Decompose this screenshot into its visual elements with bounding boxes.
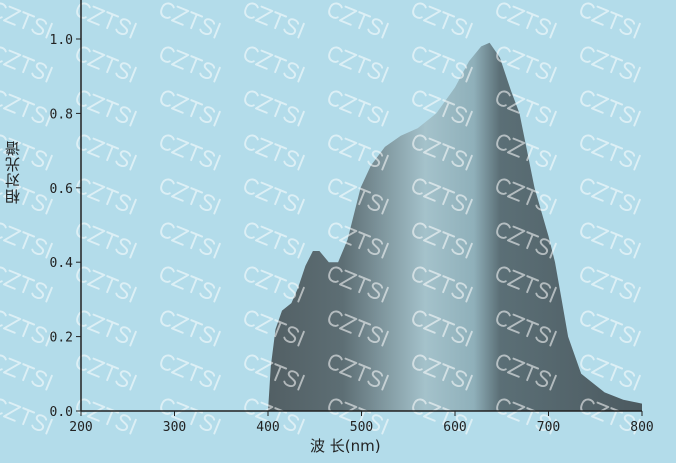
watermark-mark [74, 0, 137, 39]
x-tick-label: 600 [443, 420, 466, 435]
watermark-mark [242, 264, 305, 303]
watermark-mark [578, 0, 641, 39]
watermark-mark [74, 352, 137, 391]
y-tick-label: 0.4 [50, 256, 74, 271]
y-tick-label: 0.6 [50, 182, 73, 197]
watermark-mark [578, 264, 641, 303]
watermark-mark [158, 264, 221, 303]
watermark-mark [74, 308, 137, 347]
y-tick-label: 1.0 [50, 33, 73, 48]
x-tick-label: 200 [69, 420, 92, 435]
watermark-mark [0, 264, 53, 303]
watermark-mark [0, 352, 53, 391]
x-tick-label: 800 [630, 420, 653, 435]
y-axis-label: 相对光谱 [4, 140, 22, 204]
watermark-mark [158, 88, 221, 127]
watermark-mark [0, 396, 53, 435]
watermark-mark [74, 264, 137, 303]
watermark-mark [0, 44, 53, 83]
watermark-mark [158, 352, 221, 391]
watermark-mark [326, 88, 389, 127]
spectrum-area [268, 42, 642, 411]
watermark-mark [578, 176, 641, 215]
watermark-mark [578, 88, 641, 127]
watermark-mark [326, 132, 389, 171]
watermark-mark [74, 220, 137, 259]
watermark-mark [410, 0, 473, 39]
watermark-mark [74, 44, 137, 83]
watermark-mark [242, 132, 305, 171]
watermark-mark [494, 0, 557, 39]
x-tick-label: 400 [256, 420, 279, 435]
watermark-mark [578, 220, 641, 259]
y-tick-label: 0.2 [50, 331, 73, 346]
watermark-mark [578, 132, 641, 171]
watermark-mark [74, 176, 137, 215]
watermark-mark [158, 308, 221, 347]
watermark-mark [0, 88, 53, 127]
watermark-mark [158, 220, 221, 259]
watermark-mark [158, 44, 221, 83]
watermark-mark [0, 220, 53, 259]
watermark-mark [242, 176, 305, 215]
watermark-mark [242, 88, 305, 127]
watermark-mark [0, 308, 53, 347]
watermark-mark [578, 308, 641, 347]
watermark-mark [326, 0, 389, 39]
y-tick-label: 0.0 [50, 405, 73, 420]
y-tick-label: 0.8 [50, 107, 73, 122]
watermark-mark [74, 88, 137, 127]
x-axis-label: 波 长(nm) [310, 437, 381, 455]
watermark-mark [74, 132, 137, 171]
watermark-mark [158, 0, 221, 39]
watermark-mark [578, 44, 641, 83]
watermark-mark [326, 44, 389, 83]
watermark-mark [242, 0, 305, 39]
watermark-mark [0, 0, 53, 39]
watermark-mark [158, 132, 221, 171]
watermark-mark [410, 44, 473, 83]
watermark-mark [242, 220, 305, 259]
watermark-mark [158, 176, 221, 215]
x-tick-label: 300 [163, 420, 186, 435]
watermark-mark [242, 44, 305, 83]
x-tick-label: 700 [537, 420, 560, 435]
x-tick-label: 500 [350, 420, 373, 435]
